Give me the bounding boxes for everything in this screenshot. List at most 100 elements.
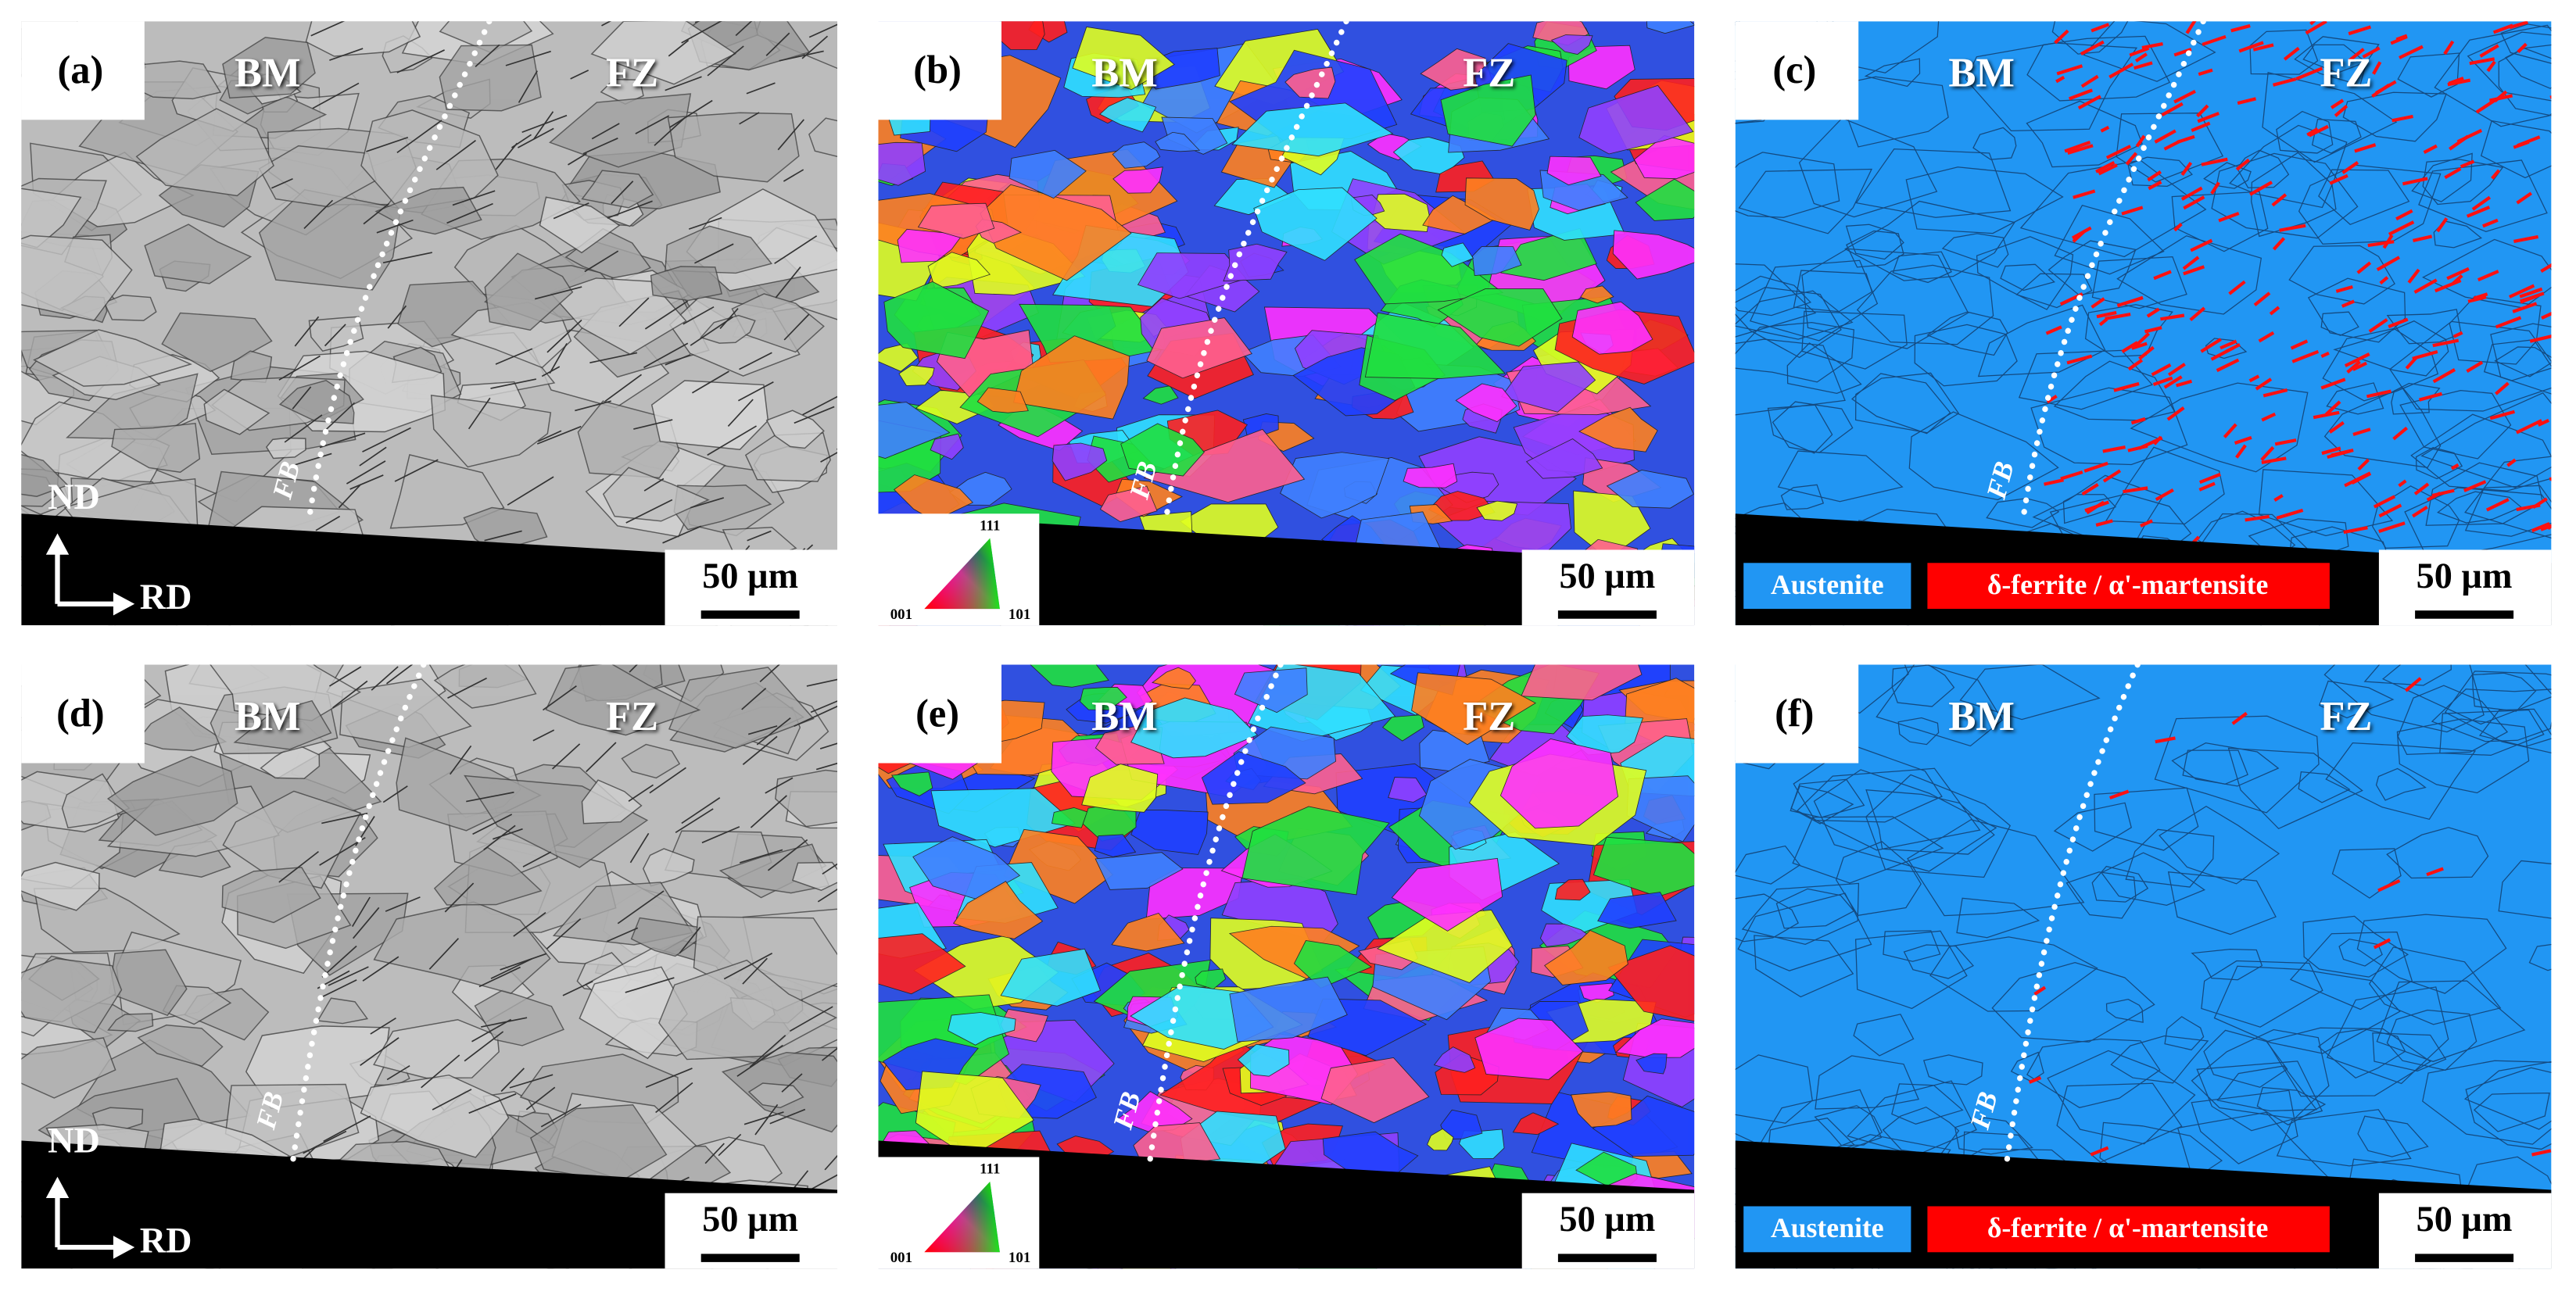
grain: [1922, 1054, 1983, 1086]
lath: [810, 700, 837, 714]
grain: [1735, 845, 1801, 885]
grain: [2288, 245, 2395, 305]
grain: [2203, 1029, 2288, 1088]
ferrite: [2482, 218, 2499, 228]
grain: [1571, 301, 1653, 355]
grain: [1815, 1055, 1919, 1110]
ferrite: [2228, 280, 2246, 295]
ferrite: [2516, 503, 2541, 512]
label-box: [21, 21, 145, 120]
ferrite: [2138, 345, 2155, 360]
ferrite: [2066, 354, 2093, 365]
grain: [1891, 664, 1955, 707]
lath: [775, 266, 801, 299]
grain: [1844, 200, 2015, 281]
axis-label: ND: [48, 1120, 100, 1160]
ferrite: [2198, 68, 2213, 77]
lath: [582, 138, 618, 155]
grain: [2397, 52, 2460, 98]
grain: [1768, 664, 1909, 714]
grain: [665, 225, 773, 274]
grain: [2483, 339, 2552, 381]
grain: [1420, 48, 1492, 91]
ferrite: [2495, 316, 2522, 329]
grain: [1892, 251, 1952, 284]
ferrite: [2320, 377, 2346, 390]
grain: [1234, 667, 1308, 714]
lath: [363, 202, 390, 225]
grain: [2276, 110, 2334, 154]
ferrite: [2412, 234, 2433, 243]
grain: [2422, 159, 2504, 206]
lath: [783, 313, 810, 341]
ferrite: [2448, 76, 2464, 85]
grain: [1754, 935, 1854, 998]
grain: [2404, 487, 2552, 560]
grain: [2363, 664, 2452, 686]
lath: [513, 912, 546, 937]
grain: [1137, 252, 1247, 299]
lath: [820, 452, 837, 463]
ferrite: [2348, 25, 2372, 36]
ferrite: [2531, 1149, 2552, 1157]
scale-label: 50 µm: [702, 1199, 798, 1239]
ferrite: [2095, 160, 2116, 173]
lath: [475, 44, 500, 68]
lath: [385, 896, 421, 912]
grain: [1512, 1112, 1560, 1136]
ferrite: [2540, 524, 2552, 531]
grain: [898, 365, 935, 386]
grain: [1615, 1018, 1695, 1058]
lath: [284, 414, 323, 443]
grain: [2433, 220, 2483, 249]
lath: [537, 430, 562, 442]
grain: [1437, 288, 1563, 347]
ferrite: [2469, 57, 2495, 66]
ferrite: [2116, 295, 2144, 308]
lath: [618, 297, 650, 327]
grain: [878, 402, 951, 459]
lath: [575, 400, 611, 412]
grain: [948, 1012, 1016, 1046]
ferrite: [2436, 217, 2449, 233]
grain: [1231, 102, 1394, 157]
ferrite: [2210, 346, 2234, 361]
grain: [700, 314, 756, 344]
ferrite: [2327, 449, 2351, 460]
ferrite: [2028, 1075, 2042, 1084]
grain: [1749, 259, 1879, 342]
ferrite: [2431, 488, 2455, 498]
lath: [568, 152, 587, 166]
lath: [743, 1111, 784, 1125]
lath: [552, 743, 581, 770]
grain: [1403, 463, 1458, 488]
legend-swatch: [1743, 563, 1911, 610]
ferrite: [2378, 521, 2406, 534]
lath: [668, 39, 690, 57]
ferrite: [2269, 306, 2280, 316]
fusion-boundary: [306, 21, 493, 525]
lath: [446, 202, 493, 224]
grain: [2375, 767, 2427, 801]
grain: [1801, 310, 1908, 370]
lath: [750, 795, 787, 828]
grain: [1440, 74, 1536, 147]
grain: [2467, 31, 2552, 102]
grain: [1000, 948, 1101, 1007]
grain: [433, 664, 537, 709]
lath: [500, 953, 547, 971]
grain: [2216, 1065, 2318, 1112]
lath: [591, 123, 620, 140]
grain: [1775, 888, 1855, 929]
grain: [305, 21, 421, 57]
grain: [1897, 717, 1940, 746]
ferrite: [2306, 127, 2319, 137]
ferrite: [2348, 48, 2365, 63]
legend-label: Austenite: [1771, 569, 1884, 600]
ferrite: [2044, 478, 2064, 486]
grain: [265, 437, 306, 460]
grain: [642, 848, 695, 887]
